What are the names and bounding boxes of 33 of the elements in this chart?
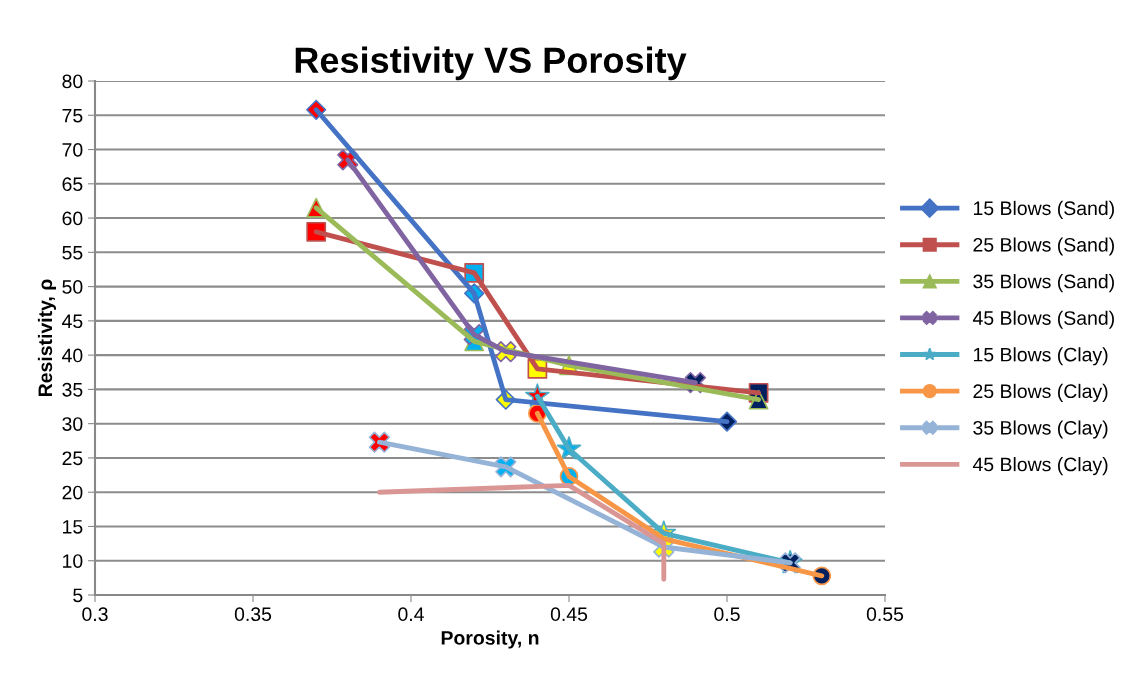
y-axis-title: Resistivity, ρ	[37, 279, 57, 397]
legend-label: 35 Blows (Sand)	[973, 274, 1114, 293]
x-tick-label: 0.5	[714, 607, 740, 622]
y-tick-label: 60	[62, 211, 83, 226]
y-tick-label: 75	[62, 108, 83, 123]
legend-label: 35 Blows (Clay)	[973, 420, 1108, 439]
legend-label: 15 Blows (Sand)	[973, 200, 1114, 219]
x-axis-title: Porosity, n	[441, 630, 539, 649]
y-tick-label: 50	[62, 280, 83, 294]
x-tick-label: 0.55	[866, 607, 904, 622]
y-tick-label: 80	[62, 74, 83, 89]
legend-label: 25 Blows (Sand)	[973, 237, 1114, 256]
legend-label: 15 Blows (Clay)	[973, 347, 1108, 366]
y-tick-label: 30	[62, 417, 83, 431]
y-tick-label: 10	[63, 554, 83, 568]
legend-label: 25 Blows (Clay)	[973, 383, 1108, 402]
y-tick-label: 35	[62, 382, 83, 397]
legend-label: 45 Blows (Clay)	[972, 457, 1108, 476]
y-tick-label: 55	[62, 246, 83, 260]
y-tick-label: 5	[73, 588, 83, 603]
y-tick-label: 15	[63, 520, 83, 534]
y-tick-label: 65	[62, 177, 83, 192]
y-tick-label: 25	[62, 451, 83, 466]
y-tick-label: 20	[62, 485, 83, 500]
x-tick-label: 0.35	[234, 607, 272, 622]
x-tick-label: 0.4	[398, 607, 424, 622]
legend-label: 45 Blows (Sand)	[972, 310, 1114, 329]
y-tick-label: 45	[62, 314, 83, 329]
y-tick-label: 70	[62, 143, 83, 157]
x-tick-label: 0.3	[82, 607, 108, 622]
chart-title: Resistivity VS Porosity	[295, 46, 687, 81]
x-tick-label: 0.45	[550, 607, 588, 622]
y-tick-label: 40	[62, 348, 83, 363]
